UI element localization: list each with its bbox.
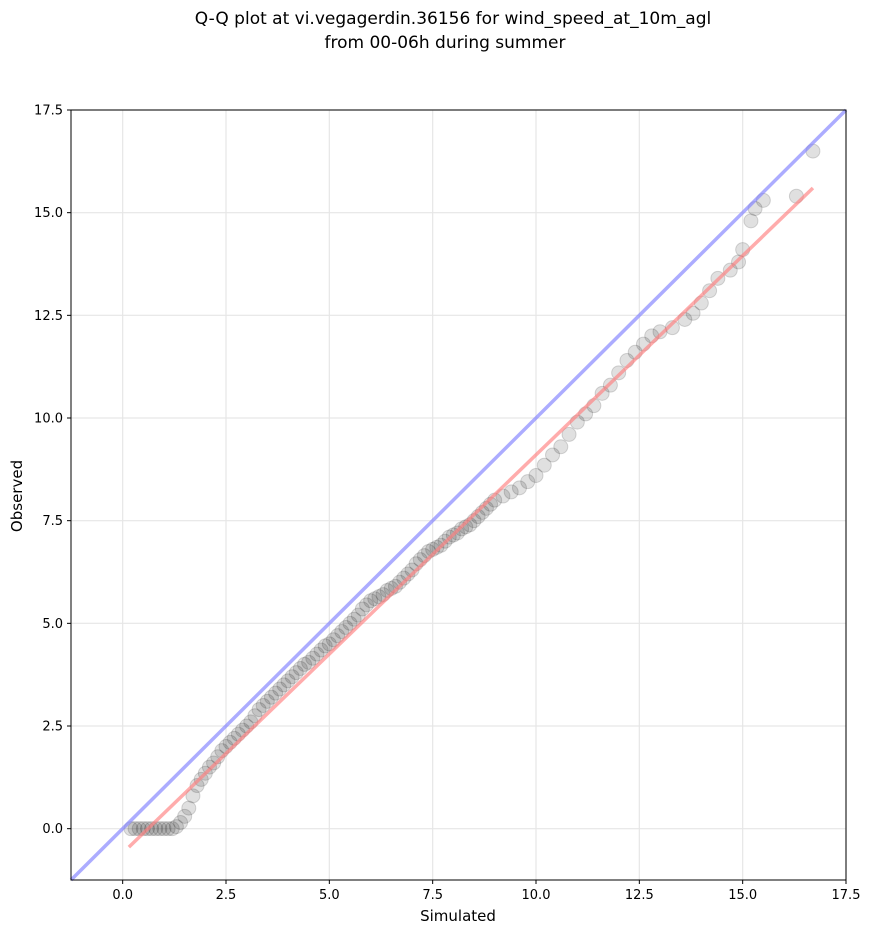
- data-point-50: [330, 628, 346, 644]
- y-axis-ticks: 0.0 2.5 5.0 7.5 10.0 12.5 15.0 17.5: [34, 104, 71, 837]
- data-point-1: [127, 821, 143, 837]
- data-point-64: [387, 578, 403, 594]
- y-tick-label-4: 10.0: [34, 412, 63, 427]
- y-tick-label-6: 15.0: [34, 206, 63, 221]
- data-point-92: [520, 474, 536, 490]
- data-point-59: [367, 591, 383, 607]
- data-point-113: [702, 283, 718, 299]
- data-points: [123, 143, 821, 837]
- data-point-5: [144, 821, 160, 837]
- data-point-43: [301, 654, 317, 670]
- y-tick-label-3: 7.5: [42, 514, 63, 529]
- y-axis-label: Observed: [8, 460, 26, 532]
- data-point-60: [371, 589, 387, 605]
- x-tick-label-2: 5.0: [319, 888, 340, 903]
- data-point-47: [317, 638, 333, 654]
- x-tick-label-7: 17.5: [832, 888, 861, 903]
- data-point-74: [429, 539, 445, 555]
- data-point-8: [156, 821, 172, 837]
- data-point-33: [259, 693, 275, 709]
- data-point-111: [685, 305, 701, 321]
- data-point-118: [743, 213, 759, 229]
- y-tick-label-1: 2.5: [42, 720, 63, 735]
- data-point-10: [164, 821, 180, 837]
- data-point-65: [392, 574, 408, 590]
- data-point-93: [528, 467, 544, 483]
- identity-line: [69, 108, 848, 882]
- data-point-12: [173, 815, 189, 831]
- data-point-31: [251, 702, 267, 718]
- data-point-35: [268, 685, 284, 701]
- data-point-36: [272, 681, 288, 697]
- chart-title-line1: Q-Q plot at vi.vegagerdin.36156 for wind…: [195, 9, 711, 29]
- data-point-67: [400, 566, 416, 582]
- x-tick-label-6: 15.0: [728, 888, 757, 903]
- data-point-15: [185, 788, 201, 804]
- data-point-49: [325, 632, 341, 648]
- data-point-81: [458, 519, 474, 535]
- data-point-32: [255, 697, 271, 713]
- x-axis-ticks: 0.0 2.5 5.0 7.5 10.0 12.5 15.0 17.5: [112, 880, 860, 903]
- grid-lines: [71, 109, 847, 880]
- x-tick-label-5: 12.5: [625, 888, 654, 903]
- data-point-34: [263, 689, 279, 705]
- data-point-56: [354, 601, 370, 617]
- data-point-51: [334, 624, 350, 640]
- data-point-45: [309, 646, 325, 662]
- x-tick-label-0: 0.0: [112, 888, 133, 903]
- data-point-9: [160, 821, 176, 837]
- data-point-52: [338, 619, 354, 635]
- data-point-40: [288, 665, 304, 681]
- y-tick-label-7: 17.5: [34, 104, 63, 119]
- x-tick-label-1: 2.5: [216, 888, 237, 903]
- data-point-66: [396, 570, 412, 586]
- x-tick-label-3: 7.5: [422, 888, 443, 903]
- data-point-11: [168, 819, 184, 835]
- x-axis-label: Simulated: [420, 907, 496, 925]
- fit-line: [127, 186, 815, 849]
- data-point-37: [276, 677, 292, 693]
- data-point-48: [321, 636, 337, 652]
- data-point-7: [152, 821, 168, 837]
- data-point-57: [359, 597, 375, 613]
- y-tick-label-2: 5.0: [42, 617, 63, 632]
- data-point-94: [536, 457, 552, 473]
- data-point-13: [177, 808, 193, 824]
- data-point-91: [511, 480, 527, 496]
- data-point-30: [247, 708, 263, 724]
- data-point-16: [189, 778, 205, 794]
- data-point-14: [181, 800, 197, 816]
- x-tick-label-4: 10.0: [522, 888, 551, 903]
- y-tick-label-5: 12.5: [34, 309, 63, 324]
- data-point-108: [652, 324, 668, 340]
- chart-title-line2: from 00-06h during summer: [325, 33, 566, 53]
- data-point-39: [284, 669, 300, 685]
- data-point-109: [664, 320, 680, 336]
- reference-lines: [69, 108, 848, 882]
- data-point-90: [503, 484, 519, 500]
- data-point-96: [553, 439, 569, 455]
- data-point-58: [363, 593, 379, 609]
- data-point-53: [342, 615, 358, 631]
- plot-frame: [70, 109, 847, 881]
- data-point-55: [350, 607, 366, 623]
- data-point-54: [346, 611, 362, 627]
- y-tick-label-0: 0.0: [42, 822, 63, 837]
- data-point-44: [305, 650, 321, 666]
- data-point-42: [297, 656, 313, 672]
- data-point-95: [545, 447, 561, 463]
- data-point-97: [561, 426, 577, 442]
- data-point-46: [313, 642, 329, 658]
- data-point-41: [292, 661, 308, 677]
- data-point-38: [280, 673, 296, 689]
